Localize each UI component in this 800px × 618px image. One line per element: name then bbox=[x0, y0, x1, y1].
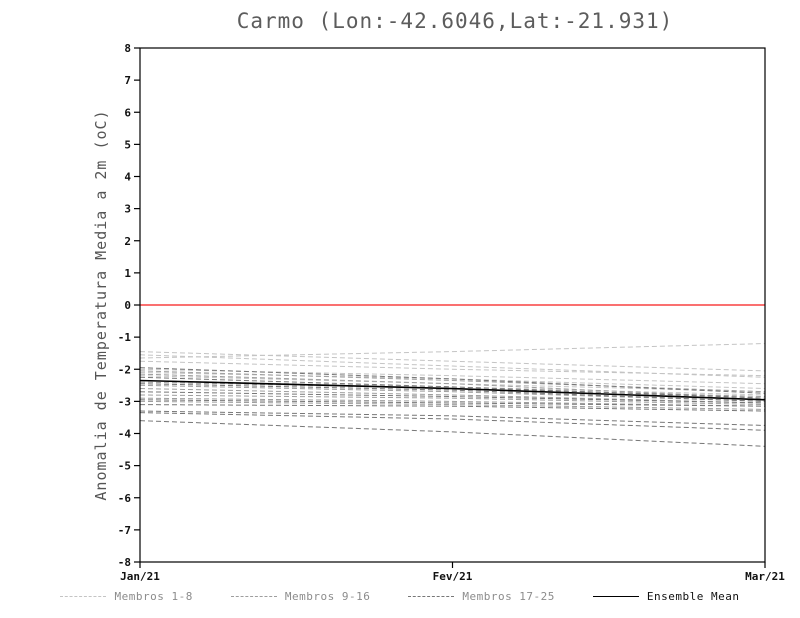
member-line-group-3 bbox=[139, 404, 766, 412]
y-tick-label: 0 bbox=[124, 299, 131, 312]
member-line-group-3 bbox=[139, 420, 766, 447]
member-line-group-1 bbox=[139, 360, 766, 377]
legend-label: Membros 1-8 bbox=[114, 589, 193, 603]
y-tick-label: -1 bbox=[118, 331, 132, 344]
member-line-group-3 bbox=[139, 391, 766, 404]
ensemble-mean-line bbox=[139, 379, 766, 401]
member-line-group-3 bbox=[139, 410, 766, 426]
member-line-group-2 bbox=[139, 394, 766, 406]
y-tick-label: 5 bbox=[124, 138, 131, 151]
member-line-group-2 bbox=[139, 400, 766, 410]
member-line-group-1 bbox=[139, 368, 766, 385]
member-line-group-3 bbox=[139, 399, 766, 407]
member-line-group-3 bbox=[139, 412, 766, 431]
y-tick-label: -7 bbox=[118, 524, 131, 537]
chart-legend: Membros 1-8 Membros 9-16 Membros 17-25 E… bbox=[0, 584, 800, 608]
member-line-group-2 bbox=[139, 384, 766, 402]
legend-line-sample-solid bbox=[592, 595, 639, 597]
legend-line-sample-dashed-mid bbox=[230, 595, 277, 597]
x-tick-label: Jan/21 bbox=[120, 570, 160, 583]
member-line-group-3 bbox=[139, 383, 766, 402]
member-line-group-2 bbox=[139, 373, 766, 399]
member-line-group-2 bbox=[139, 397, 766, 407]
y-tick-label: 1 bbox=[124, 267, 131, 280]
y-tick-label: 7 bbox=[124, 74, 131, 87]
chart-title: Carmo (Lon:-42.6046,Lat:-21.931) bbox=[237, 9, 674, 33]
member-line-group-2 bbox=[139, 388, 766, 404]
plot-area: -8 -7 -6 -5 -4 -3 -2 -1 0 1 2 3 4 5 6 7 8 Jan/21 Fev/21 Mar… bbox=[118, 42, 785, 583]
y-tick-label: -5 bbox=[118, 460, 131, 473]
legend-line-sample-dashed-dark bbox=[408, 595, 455, 597]
y-tick-label: -3 bbox=[118, 395, 131, 408]
x-tick-label: Mar/21 bbox=[745, 570, 785, 583]
legend-item-membros-17-25: Membros 17-25 bbox=[408, 590, 555, 603]
member-line-group-3 bbox=[139, 367, 766, 394]
legend-item-membros-1-8: Membros 1-8 bbox=[60, 590, 192, 603]
y-tick-label: 8 bbox=[124, 42, 131, 55]
member-line-group-1 bbox=[139, 343, 766, 359]
member-line-group-3 bbox=[139, 376, 766, 399]
member-line-group-1 bbox=[139, 351, 766, 372]
legend-label: Membros 9-16 bbox=[284, 589, 371, 603]
y-axis-label: Anomalia de Temperatura Media a 2m (oC) bbox=[92, 109, 110, 500]
y-tick-label: 4 bbox=[124, 171, 131, 184]
legend-label: Membros 17-25 bbox=[462, 589, 555, 603]
legend-item-membros-9-16: Membros 9-16 bbox=[230, 589, 371, 603]
y-tick-label: 3 bbox=[124, 203, 131, 216]
member-line-group-2 bbox=[139, 370, 766, 393]
y-tick-label: 2 bbox=[124, 235, 131, 248]
y-tick-label: -4 bbox=[118, 428, 132, 441]
legend-line-sample-dashed-light bbox=[60, 595, 107, 597]
y-tick-label: -8 bbox=[118, 556, 131, 569]
y-tick-label: 6 bbox=[124, 106, 131, 119]
y-tick-label: -2 bbox=[118, 363, 131, 376]
x-tick-label: Fev/21 bbox=[433, 570, 473, 583]
legend-label: Ensemble Mean bbox=[646, 589, 740, 603]
legend-item-ensemble-mean: Ensemble Mean bbox=[592, 589, 740, 603]
y-tick-label: -6 bbox=[118, 492, 132, 505]
